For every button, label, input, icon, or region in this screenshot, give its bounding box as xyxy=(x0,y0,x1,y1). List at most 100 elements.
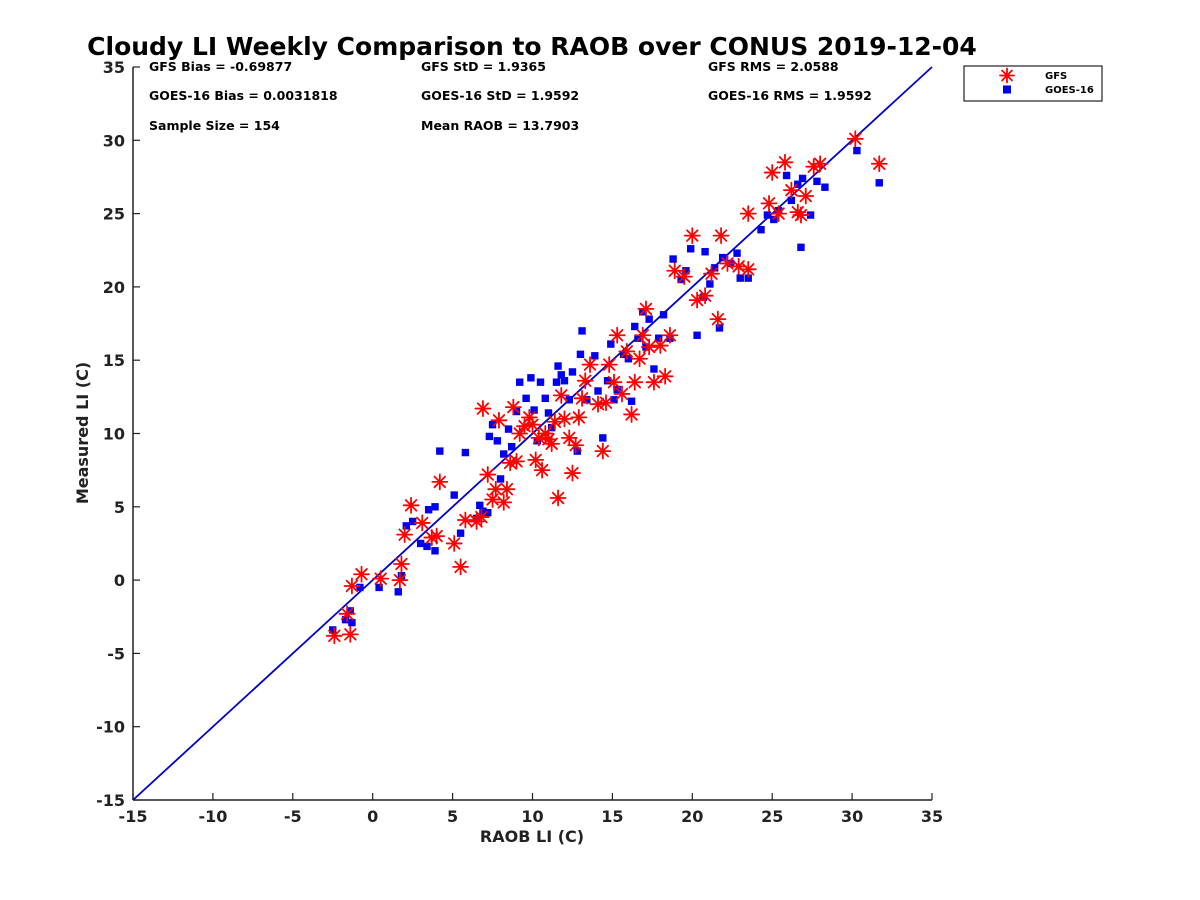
goes16-point xyxy=(650,365,658,373)
gfs-point xyxy=(760,194,778,212)
goes16-point xyxy=(607,340,615,348)
gfs-point xyxy=(391,571,409,589)
goes16-point xyxy=(573,447,581,455)
goes16-point xyxy=(431,547,439,555)
gfs-point xyxy=(474,400,492,417)
gfs-point xyxy=(402,496,420,514)
goes16-point xyxy=(423,542,431,551)
goes16-point xyxy=(706,280,714,288)
goes16-point xyxy=(853,146,861,155)
mean-raob-text: Mean RAOB = 13.7903 xyxy=(421,118,579,133)
goes16-point xyxy=(522,394,530,403)
goes16-point xyxy=(576,350,585,359)
goes16-point xyxy=(488,421,497,429)
gfs-series xyxy=(325,130,888,645)
goes16-point xyxy=(797,243,805,252)
gfs-point xyxy=(498,480,516,498)
gfs-point xyxy=(645,373,663,391)
gfs-point xyxy=(770,205,787,223)
goes16-point xyxy=(493,437,502,445)
gfs-point xyxy=(776,153,794,171)
gfs-rms-text: GFS RMS = 2.0588 xyxy=(708,59,839,74)
goes16-point xyxy=(476,501,484,510)
gfs-point xyxy=(524,416,541,434)
goes16-point xyxy=(394,588,402,596)
goes16-point xyxy=(450,491,458,499)
x-ticks: -15 -10 -5 0 5 10 15 20 25 30 35 xyxy=(119,793,943,826)
gfs-point xyxy=(792,206,810,224)
goes16-point xyxy=(591,352,599,360)
gfs-point xyxy=(613,385,631,403)
x-tick-label: 10 xyxy=(521,807,543,826)
goes16-point xyxy=(624,355,633,363)
goes16-point xyxy=(794,180,802,188)
gfs-point xyxy=(712,227,730,244)
goes16-point xyxy=(701,248,709,256)
goes16-point xyxy=(424,506,433,514)
gfs-point xyxy=(631,350,648,368)
gfs-point xyxy=(763,164,781,181)
goes16-point xyxy=(461,448,470,457)
goes16-point xyxy=(504,425,513,433)
gfs-point xyxy=(341,625,359,643)
gfs-point xyxy=(508,452,525,470)
gfs-point xyxy=(567,436,585,454)
gfs-point xyxy=(683,227,701,244)
goes16-point xyxy=(397,572,406,580)
gfs-point xyxy=(640,338,658,356)
goes16-point xyxy=(687,245,695,253)
goes16-point xyxy=(645,315,653,323)
gfs-point xyxy=(338,605,356,623)
goes16-point xyxy=(763,211,772,219)
x-tick-label: 5 xyxy=(447,807,458,826)
goes16-point xyxy=(402,522,410,530)
x-tick-label: 15 xyxy=(601,807,623,826)
gfs-point xyxy=(576,372,594,390)
gfs-point xyxy=(393,555,410,573)
gfs-point xyxy=(549,489,567,507)
goes16-series xyxy=(329,146,883,634)
goes16-point xyxy=(416,539,425,548)
y-axis-label: Measured LI (C) xyxy=(73,362,92,504)
gfs-point xyxy=(782,181,800,199)
goes16-point xyxy=(813,177,821,186)
goes16-point xyxy=(530,406,538,414)
gfs-point xyxy=(353,565,370,583)
gfs-point xyxy=(552,386,570,404)
gfs-point xyxy=(533,461,551,479)
gfs-point xyxy=(811,155,829,173)
goes16-point xyxy=(533,437,541,445)
gfs-point xyxy=(570,408,588,426)
gfs-point xyxy=(739,205,757,223)
goes16-point xyxy=(806,211,815,219)
goes16-point xyxy=(787,196,796,205)
goes16-point xyxy=(560,377,569,385)
goes16-point xyxy=(578,327,586,335)
gfs-point xyxy=(634,326,652,344)
legend: GFS GOES-16 xyxy=(963,65,1103,102)
goes16-point xyxy=(341,615,350,624)
legend-gfs-label: GFS xyxy=(1045,71,1067,82)
legend-gfs-asterisk xyxy=(999,67,1015,84)
gfs-point xyxy=(530,429,548,447)
y-tick-label: -10 xyxy=(96,718,125,737)
goes16-point xyxy=(710,264,719,272)
goes16-point xyxy=(547,423,556,432)
gfs-point xyxy=(472,508,490,526)
gfs-point xyxy=(484,491,501,508)
y-tick-label: 20 xyxy=(103,278,125,297)
plot-area: -15 -10 -5 0 5 10 15 20 25 30 35 -15 -10 -5 0 5 10 15 20 2… xyxy=(96,58,943,826)
y-tick-label: 35 xyxy=(103,58,125,77)
gfs-point xyxy=(556,410,573,428)
goes16-point xyxy=(655,334,663,342)
gfs-point xyxy=(623,406,640,423)
gfs-point xyxy=(656,367,674,385)
legend-goes-marker xyxy=(1003,85,1011,94)
gfs-point xyxy=(564,464,581,482)
gfs-point xyxy=(445,535,463,552)
gfs-point xyxy=(696,287,714,305)
gfs-point xyxy=(428,527,446,545)
gfs-point xyxy=(651,337,669,354)
gfs-point xyxy=(396,526,414,544)
goes16-point xyxy=(408,517,417,526)
